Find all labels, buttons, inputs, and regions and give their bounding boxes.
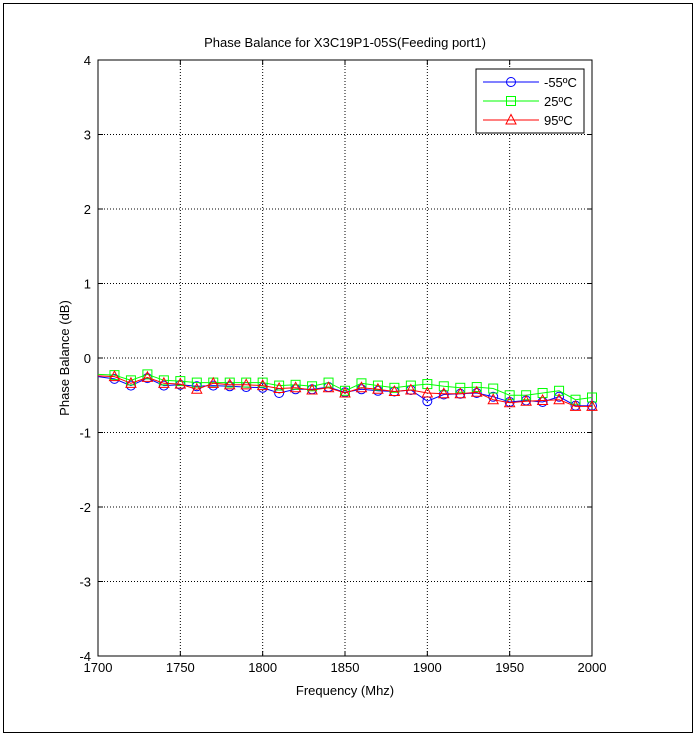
x-tick-label: 1900 xyxy=(413,660,442,675)
x-tick-label: 1850 xyxy=(331,660,360,675)
square-marker xyxy=(257,377,268,388)
y-tick-label: 2 xyxy=(84,202,91,217)
square-marker xyxy=(570,394,581,405)
y-tick-label: -2 xyxy=(79,500,91,515)
triangle-marker xyxy=(405,383,417,395)
triangle-marker xyxy=(223,378,236,390)
triangle-marker xyxy=(306,383,318,395)
square-marker xyxy=(372,380,383,391)
triangle-marker xyxy=(454,387,467,399)
square-marker xyxy=(175,376,186,387)
triangle-marker xyxy=(190,382,203,394)
square-marker xyxy=(158,375,169,386)
square-marker xyxy=(340,385,350,396)
triangle-marker xyxy=(108,370,121,382)
square-marker xyxy=(521,390,532,401)
square-marker xyxy=(504,390,515,401)
triangle-marker xyxy=(339,386,351,398)
triangle-marker xyxy=(388,384,401,397)
y-tick-label: 1 xyxy=(84,277,91,292)
square-marker xyxy=(290,379,301,390)
circle-marker xyxy=(372,385,383,396)
square-marker xyxy=(471,382,482,393)
triangle-marker xyxy=(505,113,517,125)
legend: -55ºC 25ºC 95ºC xyxy=(475,68,585,134)
square-marker xyxy=(455,382,466,393)
legend-label: 95ºC xyxy=(544,113,573,128)
square-marker xyxy=(537,388,548,399)
series-line xyxy=(97,376,592,407)
x-tick-label: 1950 xyxy=(495,660,524,675)
triangle-marker xyxy=(421,386,434,398)
square-marker xyxy=(191,377,202,388)
triangle-marker xyxy=(586,399,598,411)
square-marker xyxy=(241,377,252,388)
triangle-marker xyxy=(487,393,500,405)
chart-title: Phase Balance for X3C19P1-05S(Feeding po… xyxy=(204,35,486,50)
triangle-marker xyxy=(355,381,368,393)
square-marker xyxy=(389,382,400,393)
grid-layer xyxy=(98,60,592,656)
square-marker xyxy=(274,380,285,391)
triangle-marker xyxy=(273,381,285,394)
series-line xyxy=(97,375,592,407)
circle-marker xyxy=(438,389,449,400)
x-axis-label: Frequency (Mhz) xyxy=(296,683,394,698)
triangle-marker xyxy=(240,378,253,390)
triangle-marker xyxy=(372,382,384,394)
triangle-marker xyxy=(289,381,302,393)
y-tick-label: 4 xyxy=(84,53,91,68)
square-marker xyxy=(125,375,136,386)
y-tick-label: -3 xyxy=(79,575,91,590)
square-marker xyxy=(307,381,318,392)
triangle-marker xyxy=(569,399,582,411)
axis-ticks: 1700 1750 1800 1850 1900 1950 2000 -4 -3 -2 -1 0 1 2 3… xyxy=(79,53,606,675)
y-tick-label: -1 xyxy=(79,426,91,441)
square-marker xyxy=(323,377,334,388)
triangle-marker xyxy=(322,381,335,393)
triangle-marker xyxy=(470,385,483,397)
y-tick-label: 3 xyxy=(84,128,91,143)
triangle-marker xyxy=(536,393,549,405)
x-tick-label: 1700 xyxy=(84,660,113,675)
y-tick-label: -4 xyxy=(79,649,91,664)
x-tick-label: 1750 xyxy=(166,660,195,675)
triangle-marker xyxy=(125,376,137,388)
series-triangle xyxy=(97,370,598,411)
triangle-marker xyxy=(437,387,450,399)
y-tick-label: 0 xyxy=(84,351,91,366)
triangle-marker xyxy=(207,376,220,388)
square-marker xyxy=(224,377,235,388)
triangle-marker xyxy=(256,378,269,391)
legend-label: 25ºC xyxy=(544,94,573,109)
square-marker xyxy=(142,369,153,380)
triangle-marker xyxy=(520,394,532,406)
triangle-marker xyxy=(553,393,565,405)
square-marker xyxy=(506,96,516,106)
circle-marker xyxy=(506,77,516,87)
circle-marker xyxy=(488,391,499,402)
y-axis-label: Phase Balance (dB) xyxy=(57,300,72,416)
triangle-marker xyxy=(174,377,187,389)
triangle-marker xyxy=(158,376,170,388)
series-layer xyxy=(97,369,598,411)
series-square xyxy=(97,369,597,405)
x-tick-label: 2000 xyxy=(578,660,607,675)
x-tick-label: 1800 xyxy=(248,660,277,675)
square-marker xyxy=(438,381,449,392)
series-line xyxy=(97,373,593,401)
circle-marker xyxy=(554,391,565,402)
triangle-marker xyxy=(141,370,154,382)
triangle-marker xyxy=(503,396,516,408)
square-marker xyxy=(488,383,499,394)
legend-label: -55ºC xyxy=(544,75,577,90)
